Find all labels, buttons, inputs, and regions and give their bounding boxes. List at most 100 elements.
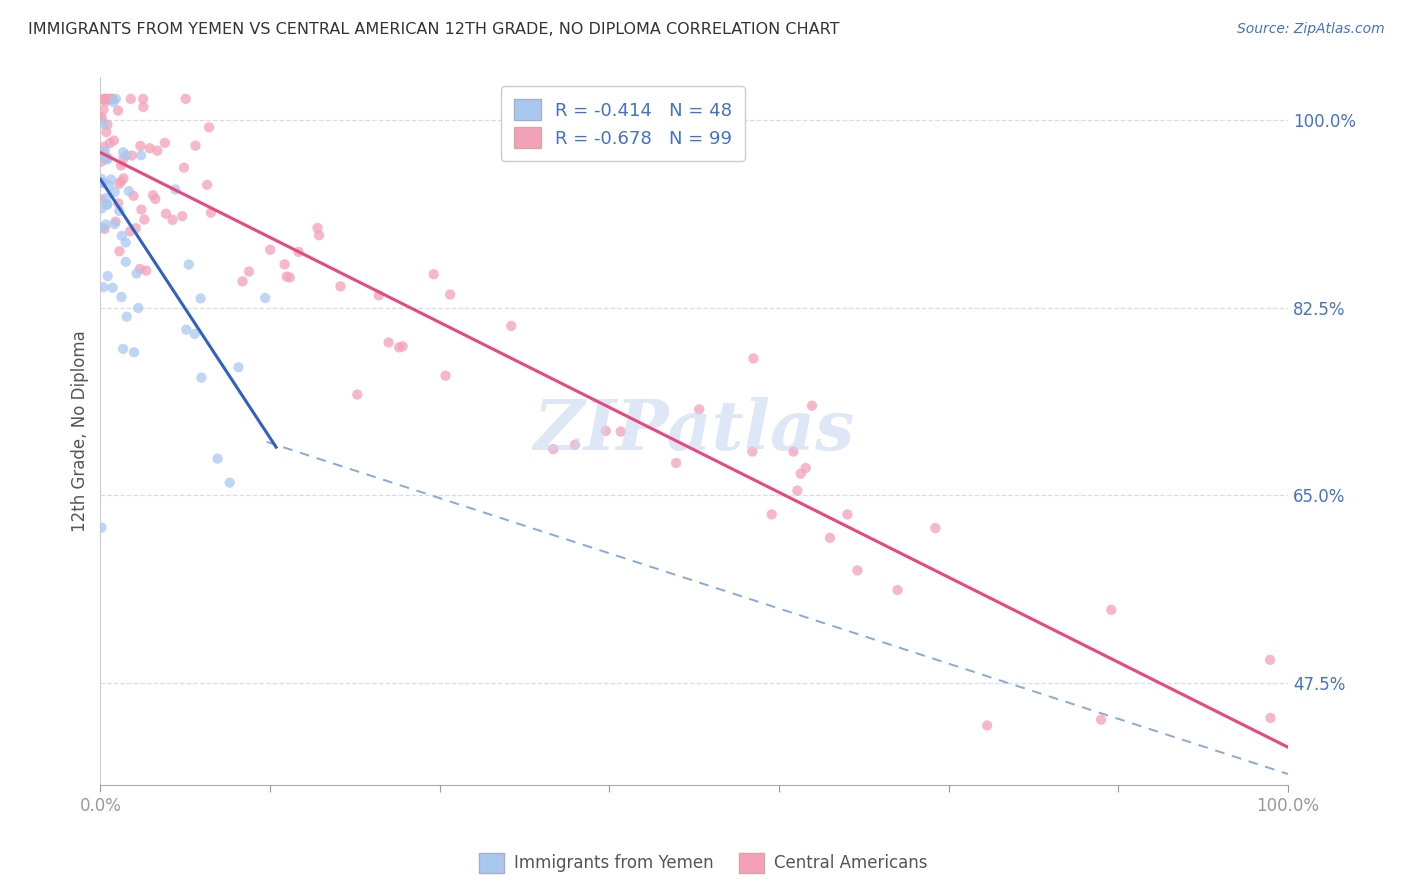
Point: [103, 95, 125, 109]
Point: [172, 209, 194, 223]
Point: [155, 207, 177, 221]
Point: [94, 144, 117, 158]
Point: [307, 221, 329, 235]
Point: [96, 125, 118, 139]
Point: [112, 171, 135, 186]
Point: [742, 351, 765, 366]
Point: [761, 508, 783, 522]
Point: [138, 141, 160, 155]
Point: [94, 191, 117, 205]
Point: [595, 424, 617, 438]
Point: [90, 112, 112, 127]
Point: [391, 339, 413, 353]
Point: [174, 92, 197, 106]
Point: [90, 220, 112, 235]
Point: [846, 563, 869, 577]
Point: [177, 257, 200, 271]
Point: [91, 176, 114, 190]
Point: [101, 92, 124, 106]
Point: [388, 340, 411, 354]
Point: [173, 161, 195, 175]
Point: [101, 281, 124, 295]
Point: [228, 360, 250, 375]
Point: [90, 154, 112, 169]
Point: [129, 139, 152, 153]
Point: [90, 520, 112, 534]
Point: [1194, 814, 1216, 828]
Point: [434, 368, 457, 383]
Point: [104, 217, 127, 231]
Point: [218, 475, 240, 490]
Point: [146, 144, 169, 158]
Point: [115, 148, 138, 162]
Point: [1260, 711, 1282, 725]
Point: [207, 451, 229, 466]
Point: [111, 228, 134, 243]
Point: [886, 583, 908, 598]
Point: [98, 92, 121, 106]
Point: [107, 196, 129, 211]
Point: [107, 103, 129, 118]
Point: [104, 185, 127, 199]
Point: [287, 244, 309, 259]
Point: [112, 342, 135, 356]
Point: [786, 483, 808, 498]
Point: [125, 221, 148, 235]
Point: [1258, 653, 1281, 667]
Point: [94, 92, 117, 106]
Point: [200, 205, 222, 219]
Legend: R = -0.414   N = 48, R = -0.678   N = 99: R = -0.414 N = 48, R = -0.678 N = 99: [501, 87, 745, 161]
Y-axis label: 12th Grade, No Diploma: 12th Grade, No Diploma: [72, 330, 89, 532]
Point: [120, 92, 142, 106]
Point: [110, 290, 132, 304]
Point: [198, 120, 221, 135]
Point: [94, 150, 117, 164]
Point: [93, 117, 115, 131]
Point: [541, 442, 564, 456]
Point: [308, 228, 330, 243]
Text: Source: ZipAtlas.com: Source: ZipAtlas.com: [1237, 22, 1385, 37]
Point: [134, 212, 156, 227]
Point: [108, 203, 131, 218]
Point: [96, 198, 118, 212]
Point: [114, 254, 136, 268]
Point: [93, 139, 115, 153]
Point: [103, 134, 125, 148]
Point: [112, 145, 135, 160]
Point: [90, 150, 112, 164]
Point: [794, 461, 817, 475]
Point: [118, 224, 141, 238]
Point: [564, 438, 586, 452]
Point: [91, 92, 114, 106]
Point: [91, 176, 114, 190]
Point: [184, 138, 207, 153]
Point: [329, 279, 352, 293]
Point: [790, 467, 813, 481]
Point: [422, 267, 444, 281]
Point: [273, 257, 295, 271]
Point: [98, 136, 121, 150]
Point: [346, 387, 368, 401]
Point: [665, 456, 688, 470]
Point: [501, 318, 523, 333]
Point: [129, 148, 152, 162]
Point: [90, 172, 112, 186]
Point: [122, 345, 145, 359]
Point: [741, 444, 763, 458]
Point: [238, 264, 260, 278]
Point: [108, 177, 131, 191]
Point: [104, 215, 127, 229]
Point: [367, 288, 389, 302]
Point: [96, 153, 118, 167]
Point: [91, 280, 114, 294]
Text: IMMIGRANTS FROM YEMEN VS CENTRAL AMERICAN 12TH GRADE, NO DIPLOMA CORRELATION CHA: IMMIGRANTS FROM YEMEN VS CENTRAL AMERICA…: [28, 22, 839, 37]
Point: [110, 175, 132, 189]
Point: [1090, 713, 1112, 727]
Point: [976, 718, 998, 732]
Point: [97, 151, 120, 165]
Point: [132, 92, 155, 106]
Point: [108, 244, 131, 259]
Point: [104, 92, 127, 106]
Point: [782, 444, 804, 458]
Point: [195, 178, 218, 192]
